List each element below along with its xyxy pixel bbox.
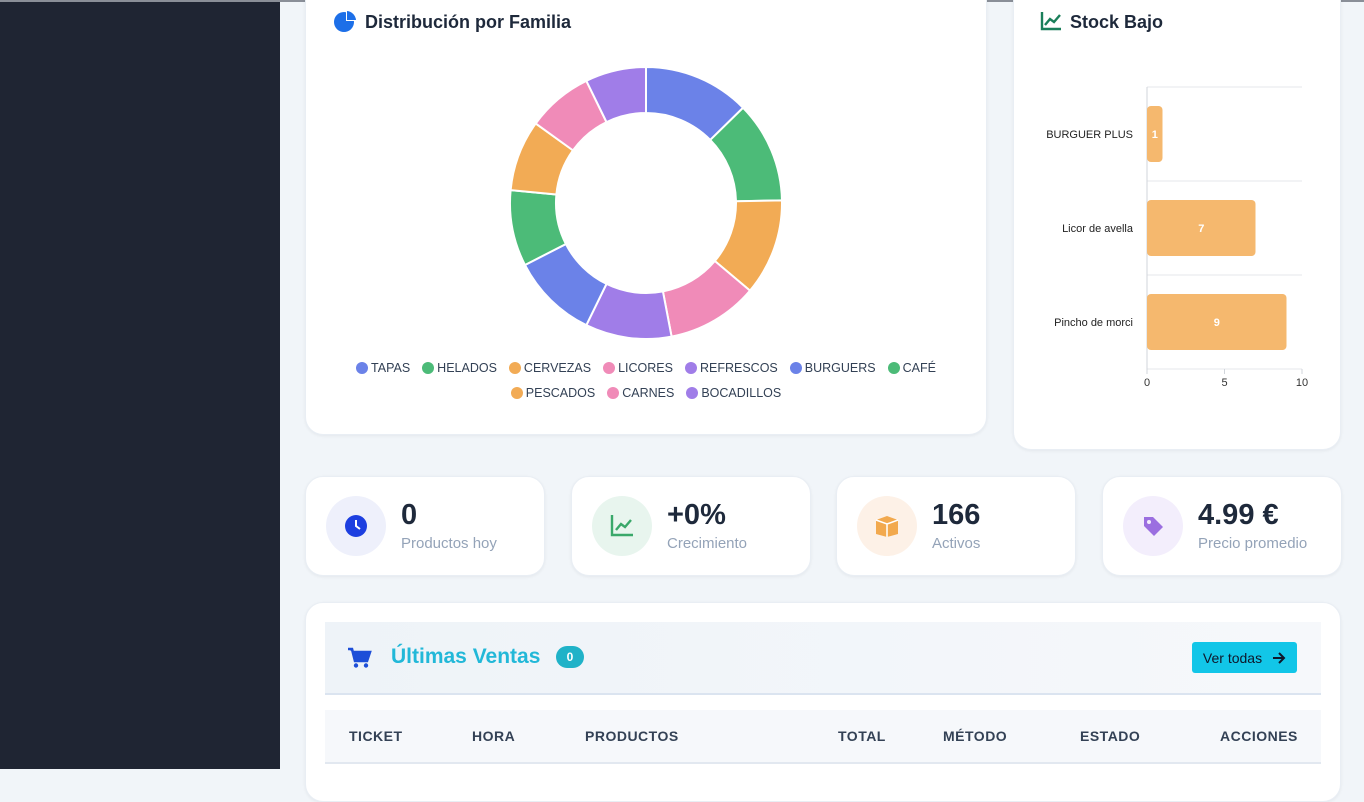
legend-swatch (684, 362, 697, 374)
legend-label: CERVEZAS (523, 361, 592, 375)
legend-label: CAFÉ (902, 361, 936, 375)
legend-swatch (356, 362, 369, 374)
stat-card: +0% Crecimiento (571, 476, 811, 576)
stat-icon (610, 515, 633, 537)
legend-label: BOCADILLOS (701, 386, 782, 400)
donut-title: Distribución por Familia (365, 12, 572, 32)
sales-count-badge: 0 (556, 646, 584, 668)
legend-label: HELADOS (437, 361, 497, 375)
column-header: ACCIONES (1220, 728, 1298, 744)
legend-item: CAFÉ (887, 360, 936, 376)
stat-label: Precio promedio (1198, 535, 1308, 552)
legend-label: BURGUERS (804, 361, 876, 375)
legend-label: TAPAS (371, 361, 411, 375)
legend-item: PESCADOS (510, 385, 596, 401)
legend-label: REFRESCOS (699, 361, 778, 375)
legend-item: CARNES (607, 385, 674, 401)
line-icon (1040, 12, 1061, 31)
legend-item: BURGUERS (789, 360, 876, 376)
legend-swatch (603, 362, 616, 374)
legend-item: BOCADILLOS (686, 385, 781, 401)
stat-label: Productos hoy (401, 535, 497, 552)
legend-item: REFRESCOS (684, 360, 778, 376)
legend-swatch (607, 387, 620, 399)
legend-label: PESCADOS (525, 386, 596, 400)
legend-swatch (789, 362, 802, 374)
legend-swatch (887, 362, 900, 374)
sales-header (325, 622, 1321, 695)
column-header: ESTADO (1080, 728, 1141, 744)
stat-icon-bg (1123, 496, 1183, 556)
legend-item: LICORES (603, 360, 673, 376)
legend-label: LICORES (618, 361, 673, 375)
stat-value: 4.99 € (1198, 499, 1279, 531)
stat-icon (345, 515, 367, 537)
stat-label: Crecimiento (667, 535, 748, 552)
cart-icon (348, 647, 372, 668)
table-header (325, 710, 1321, 764)
column-header: MÉTODO (943, 728, 1008, 744)
legend: TAPAS HELADOS CERVEZAS LICORES REFRESCOS BURG… (356, 360, 936, 401)
column-header: HORA (472, 728, 516, 744)
stock-card (1013, 0, 1341, 450)
legend-swatch (422, 362, 435, 374)
stat-card: 166 Activos (836, 476, 1076, 576)
stat-card: 0 Productos hoy (305, 476, 545, 576)
pie-icon (334, 11, 356, 32)
stock-title: Stock Bajo (1070, 12, 1164, 32)
view-all-button[interactable]: Ver todas (1192, 642, 1297, 673)
legend-item: CERVEZAS (508, 360, 592, 376)
legend-item: TAPAS (356, 360, 410, 376)
legend-swatch (686, 387, 699, 399)
stat-value: +0% (667, 499, 726, 531)
sidebar (0, 0, 280, 769)
legend-swatch (508, 362, 521, 374)
stat-value: 0 (401, 499, 418, 531)
stat-icon (1144, 517, 1163, 536)
column-header: PRODUCTOS (585, 728, 679, 744)
column-header: TICKET (349, 728, 403, 744)
stat-icon-bg (592, 496, 652, 556)
sales-title: Últimas Ventas (391, 645, 541, 668)
arrow-icon (1273, 651, 1286, 664)
stat-icon-bg (857, 496, 917, 556)
legend-label: CARNES (622, 386, 675, 400)
legend-item: HELADOS (422, 360, 497, 376)
stat-card: 4.99 € Precio promedio (1102, 476, 1342, 576)
stat-label: Activos (932, 535, 981, 552)
column-header: TOTAL (838, 728, 886, 744)
stat-icon (875, 516, 899, 537)
view-all-label: Ver todas (1202, 649, 1263, 666)
legend-swatch (510, 387, 523, 399)
stat-value: 166 (932, 499, 981, 531)
stat-icon-bg (326, 496, 386, 556)
